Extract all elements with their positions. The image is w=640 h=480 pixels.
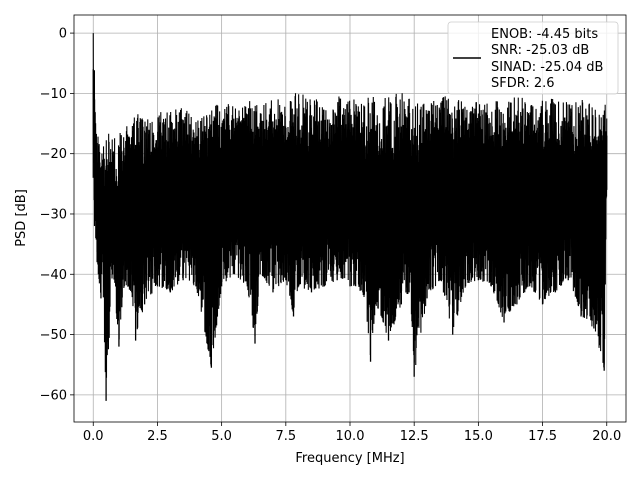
legend: ENOB: -4.45 bits SNR: -25.03 dB SINAD: -… <box>447 21 619 95</box>
x-axis-label: Frequency [MHz] <box>295 451 404 466</box>
x-tick-label: 0.0 <box>83 429 104 444</box>
y-axis-label: PSD [dB] <box>14 189 29 247</box>
x-tick-label: 7.5 <box>275 429 296 444</box>
y-axis-ticks: 0 −10 −20 −30 −40 −50 −60 <box>40 27 74 403</box>
y-tick-label: −30 <box>40 207 67 222</box>
legend-box <box>447 21 619 95</box>
legend-enob: ENOB: -4.45 bits <box>491 27 598 42</box>
psd-trace <box>92 33 608 401</box>
x-tick-label: 2.5 <box>147 429 168 444</box>
y-tick-label: −10 <box>40 87 67 102</box>
legend-sfdr: SFDR: 2.6 <box>491 76 555 91</box>
x-tick-label: 17.5 <box>528 429 557 444</box>
y-tick-label: −40 <box>40 268 67 283</box>
y-tick-label: −50 <box>40 328 67 343</box>
x-tick-label: 12.5 <box>400 429 429 444</box>
psd-series-line <box>92 33 608 378</box>
y-tick-label: −20 <box>40 147 67 162</box>
y-tick-label: −60 <box>40 388 67 403</box>
x-tick-label: 15.0 <box>464 429 493 444</box>
legend-sinad: SINAD: -25.04 dB <box>491 60 603 75</box>
x-tick-label: 5.0 <box>211 429 232 444</box>
x-tick-label: 20.0 <box>592 429 621 444</box>
y-tick-label: 0 <box>59 27 67 42</box>
legend-snr: SNR: -25.03 dB <box>491 43 589 58</box>
x-axis-ticks: 0.0 2.5 5.0 7.5 10.0 12.5 15.0 17.5 20.0 <box>83 422 621 444</box>
x-tick-label: 10.0 <box>336 429 365 444</box>
